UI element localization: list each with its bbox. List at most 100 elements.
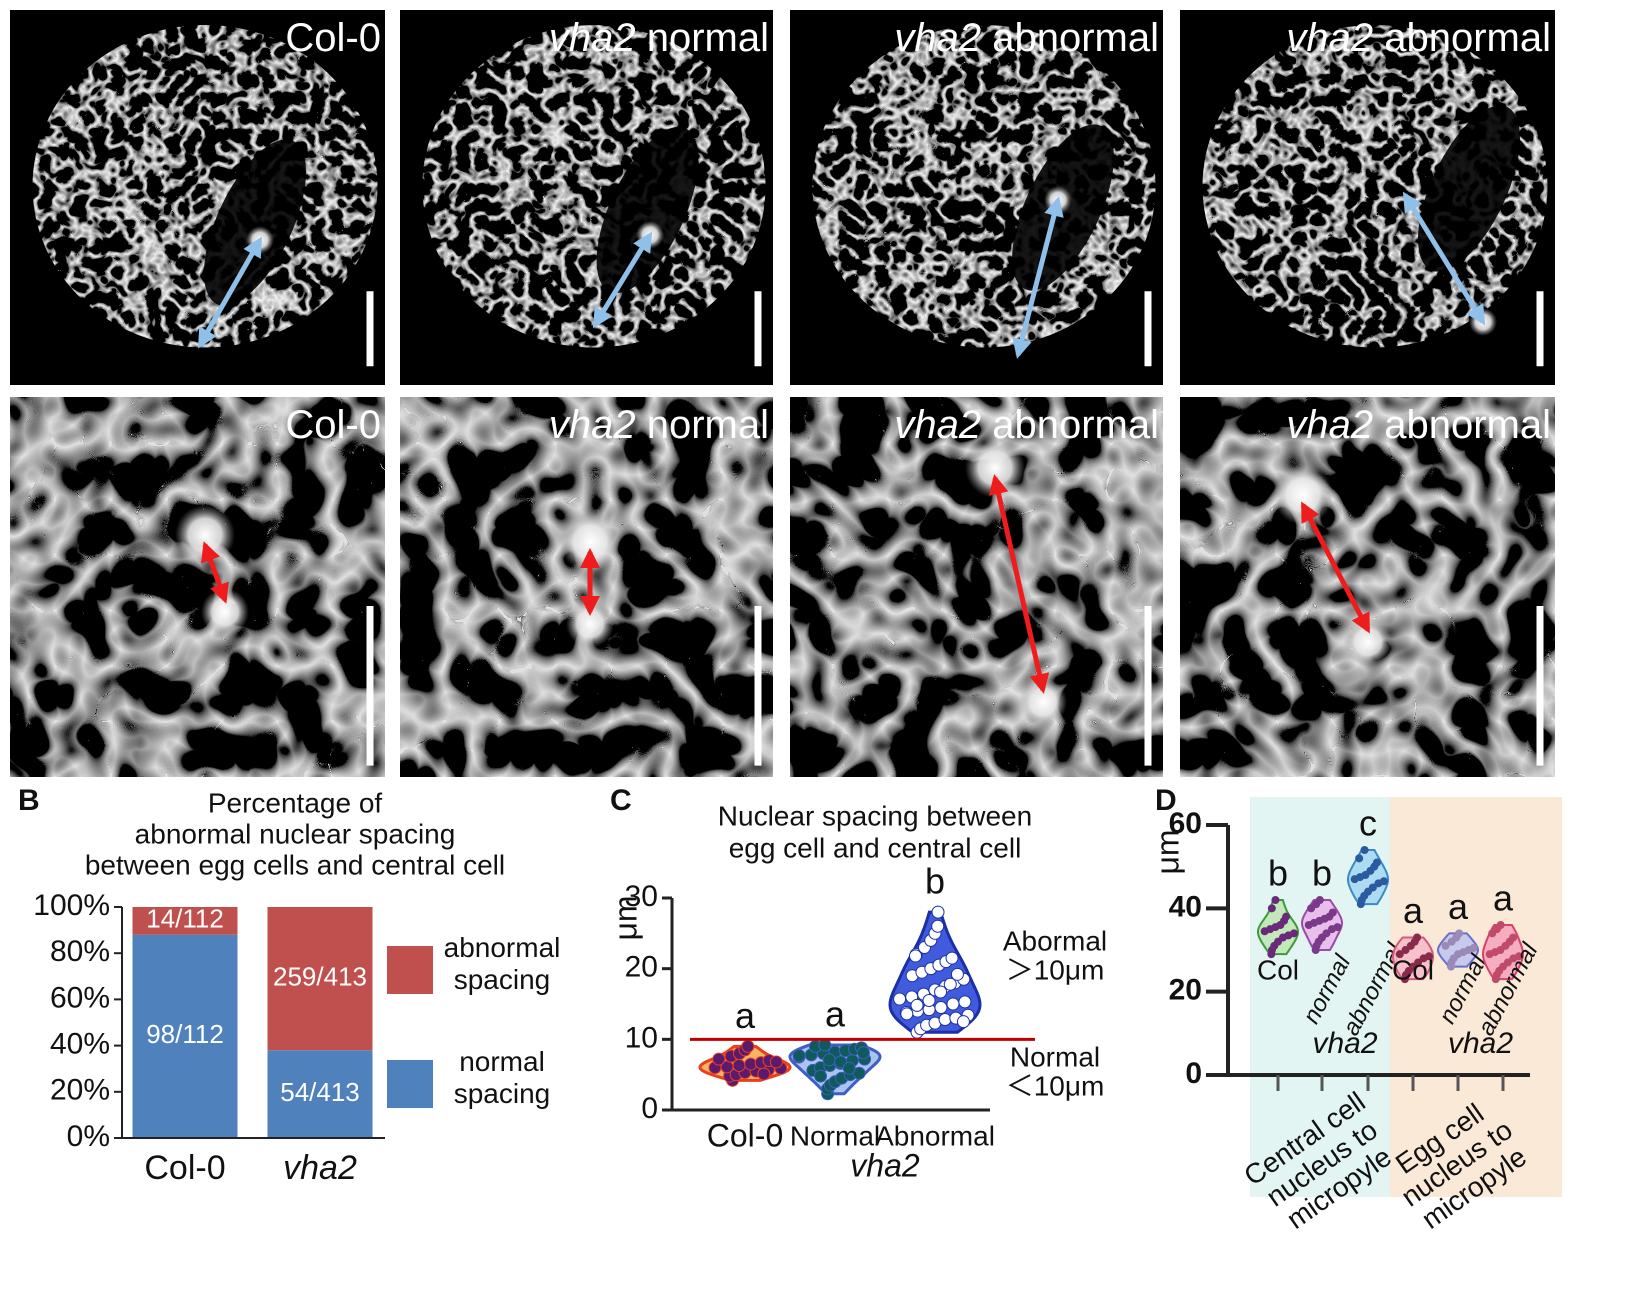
- data-point: [712, 1052, 726, 1066]
- data-point: [1455, 929, 1464, 938]
- genotype: vha2: [1286, 16, 1373, 60]
- data-point: [769, 1055, 783, 1069]
- ovule-tissue: [32, 25, 378, 348]
- y-tick-label: 20%: [50, 1074, 110, 1107]
- data-point: [938, 1013, 952, 1027]
- data-point: [943, 977, 957, 991]
- data-point: [1328, 908, 1337, 917]
- y-tick-label: 40%: [50, 1028, 110, 1061]
- legend-swatch: [387, 1060, 433, 1108]
- genotype: Col-0: [285, 403, 381, 447]
- data-point: [1368, 883, 1377, 892]
- group-label: vha2: [850, 1147, 920, 1183]
- data-point: [1379, 877, 1388, 886]
- data-point: [956, 1015, 970, 1029]
- data-point: [900, 1007, 914, 1021]
- micrograph: Col-0: [10, 397, 385, 777]
- x-tick-label: Col: [1392, 954, 1434, 985]
- x-tick-label: vha2: [283, 1149, 357, 1187]
- legend-label: normal spacing: [453, 1046, 551, 1110]
- cluster-background: [1390, 797, 1562, 1197]
- bar-segment: [267, 907, 373, 1051]
- chart-title: abnormal nuclear spacing: [135, 818, 456, 849]
- spacing-arrow: [1012, 196, 1064, 359]
- phenotype: normal: [647, 16, 769, 60]
- data-point: [910, 998, 924, 1012]
- phenotype: abnormal: [992, 403, 1159, 447]
- data-point: [741, 1039, 755, 1053]
- significance-letter: b: [1268, 853, 1288, 894]
- ovule-tissue: [812, 25, 1156, 348]
- phenotype: abnormal: [1384, 16, 1551, 60]
- x-tick-label: Col: [1257, 954, 1299, 985]
- data-point: [1441, 941, 1450, 950]
- cell-tissue: [10, 397, 385, 777]
- significance-letter: a: [1403, 890, 1424, 931]
- nucleus: [560, 512, 620, 572]
- y-tick-label: 30: [625, 880, 658, 913]
- data-point: [1425, 952, 1433, 961]
- phenotype: abnormal: [992, 16, 1159, 60]
- y-tick-label: 80%: [50, 935, 110, 968]
- annotation: ＜10μm: [1006, 1071, 1105, 1102]
- chart-title: Percentage of: [208, 787, 383, 818]
- y-tick-label: 10: [625, 1021, 658, 1054]
- genotype: vha2: [1286, 403, 1373, 447]
- y-tick-label: 0: [1185, 1057, 1202, 1090]
- spacing-arrow: [201, 541, 229, 604]
- y-tick-label: 60%: [50, 981, 110, 1014]
- spacing-arrow: [1402, 191, 1486, 326]
- significance-letter: a: [825, 994, 846, 1035]
- micrograph: vha2 abnormal: [1180, 397, 1555, 777]
- bar-value-label: 259/413: [273, 961, 367, 991]
- legend-label: abnormal spacing: [443, 932, 561, 996]
- data-point: [1496, 921, 1505, 929]
- significance-letter: b: [1312, 853, 1332, 894]
- genotype: vha2: [549, 403, 636, 447]
- data-point: [931, 919, 945, 933]
- spacing-arrow: [1300, 501, 1371, 634]
- image-label: Col-0: [285, 16, 381, 60]
- y-axis-label: μm: [607, 895, 643, 940]
- data-point: [934, 985, 948, 999]
- bar-value-label: 14/112: [146, 904, 224, 934]
- group-label: vha2: [1312, 1027, 1377, 1060]
- data-point: [1413, 933, 1422, 942]
- image-label: vha2 abnormal: [1286, 403, 1551, 447]
- annotation: Normal: [1010, 1042, 1100, 1073]
- data-point: [1271, 896, 1280, 904]
- significance-letter: a: [735, 995, 756, 1036]
- panel-letter: B: [18, 784, 40, 817]
- panel-letter: C: [610, 784, 632, 817]
- data-point: [945, 951, 959, 965]
- phenotype: abnormal: [1384, 403, 1551, 447]
- spacing-arrow: [197, 236, 263, 349]
- legend-swatch: [387, 946, 433, 994]
- x-tick-label: Col-0: [144, 1149, 225, 1187]
- phenotype: normal: [647, 403, 769, 447]
- y-axis-label: μm: [1149, 829, 1185, 874]
- data-point: [814, 1069, 828, 1083]
- significance-letter: c: [1359, 803, 1377, 844]
- data-point: [1333, 923, 1342, 932]
- image-label: vha2 abnormal: [894, 403, 1159, 447]
- image-label: vha2 normal: [549, 16, 769, 60]
- annotation: Abormal: [1003, 926, 1107, 957]
- data-point: [822, 1053, 836, 1067]
- nucleus: [175, 505, 235, 565]
- y-tick-label: 40: [1169, 890, 1202, 923]
- y-tick-label: 60: [1169, 807, 1202, 840]
- data-point: [922, 993, 936, 1007]
- data-point: [958, 995, 972, 1009]
- bar-segment: [267, 1050, 373, 1138]
- chart-title: between egg cells and central cell: [85, 849, 505, 880]
- micrograph: Col-0: [10, 10, 385, 385]
- data-point: [1282, 912, 1291, 921]
- group-label: vha2: [1448, 1027, 1513, 1060]
- ovule-tissue: [422, 25, 766, 348]
- bar-value-label: 98/112: [146, 1019, 224, 1049]
- bar-segment: [132, 907, 238, 935]
- data-point: [931, 905, 945, 919]
- bar-value-label: 54/413: [280, 1077, 360, 1107]
